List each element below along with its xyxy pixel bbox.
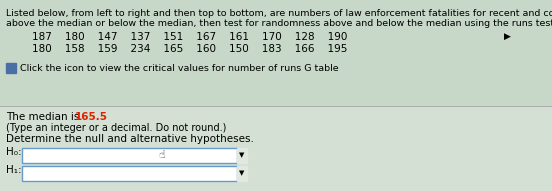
Text: ▼: ▼ <box>240 171 245 176</box>
Text: ☝: ☝ <box>158 151 165 160</box>
Text: ▶: ▶ <box>504 32 511 41</box>
Text: above the median or below the median, then test for randomness above and below t: above the median or below the median, th… <box>6 19 552 28</box>
Bar <box>6 63 16 73</box>
Text: H₁:: H₁: <box>6 165 22 175</box>
Text: 187    180    147    137    151    167    161    170    128    190: 187 180 147 137 151 167 161 170 128 190 <box>32 32 347 42</box>
Text: H₀:: H₀: <box>6 147 22 157</box>
Text: 180    158    159    234    165    160    150    183    166    195: 180 158 159 234 165 160 150 183 166 195 <box>32 44 347 54</box>
Bar <box>0 0 552 106</box>
Text: The median is: The median is <box>6 112 83 122</box>
Bar <box>237 166 247 181</box>
Text: 165.5: 165.5 <box>75 112 108 122</box>
Text: Click the icon to view the critical values for number of runs G table: Click the icon to view the critical valu… <box>20 64 338 73</box>
Bar <box>237 148 247 163</box>
Text: Determine the null and alternative hypotheses.: Determine the null and alternative hypot… <box>6 134 254 144</box>
Text: ▼: ▼ <box>240 152 245 159</box>
Text: Listed below, from left to right and then top to bottom, are numbers of law enfo: Listed below, from left to right and the… <box>6 9 552 18</box>
Text: (Type an integer or a decimal. Do not round.): (Type an integer or a decimal. Do not ro… <box>6 123 226 133</box>
FancyBboxPatch shape <box>22 148 237 163</box>
Bar <box>0 106 552 191</box>
FancyBboxPatch shape <box>22 166 237 181</box>
